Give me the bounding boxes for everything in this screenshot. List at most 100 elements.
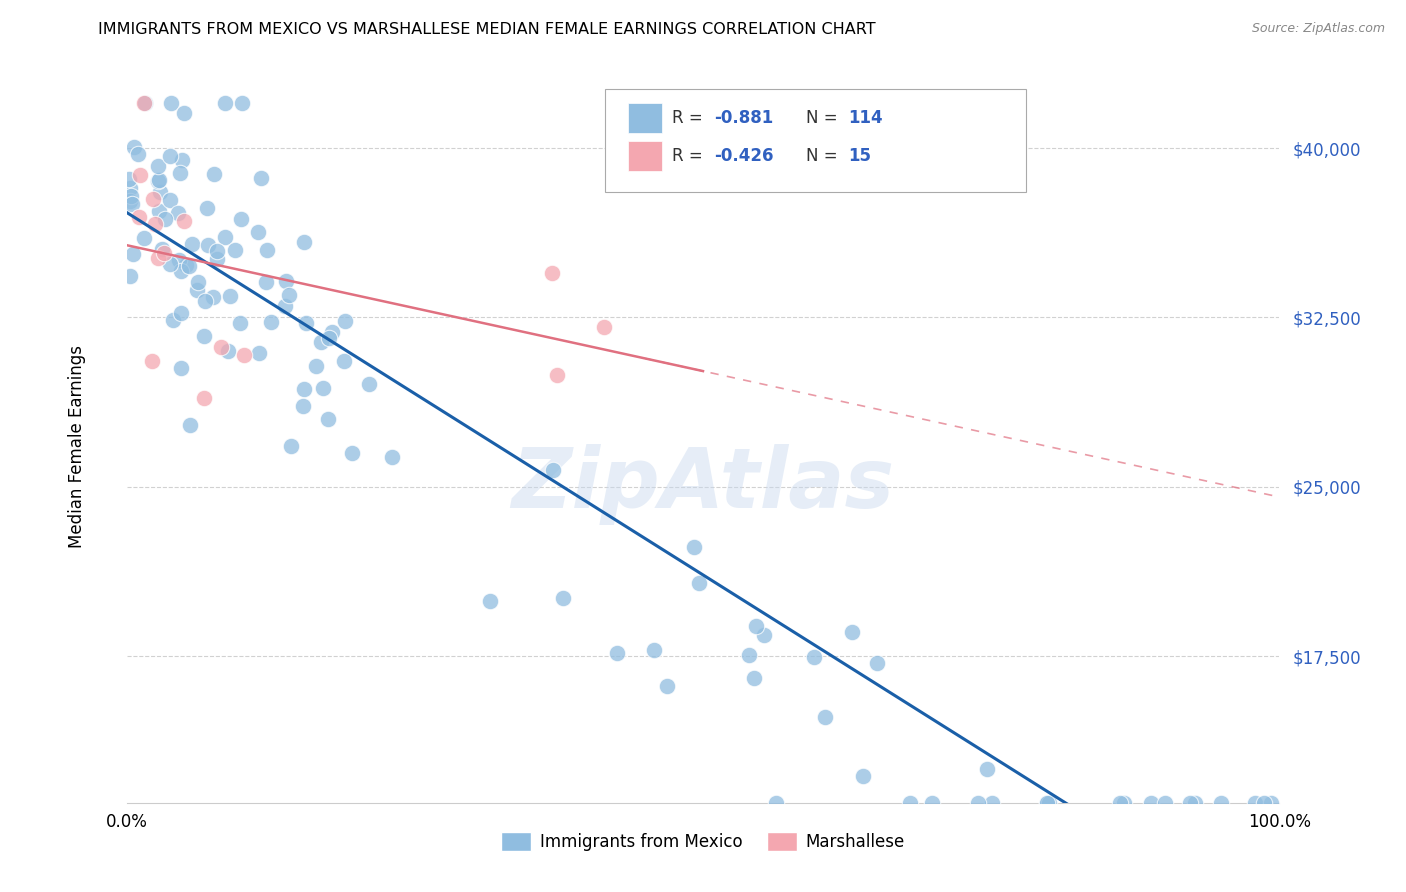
Point [657,680,679,694]
Point [148,172,170,186]
Point [179,260,201,274]
Point [231,95,253,110]
Point [148,204,170,219]
Point [217,343,239,358]
Point [738,648,761,662]
Point [122,140,145,154]
Point [333,354,356,368]
Point [166,206,188,220]
Text: N =: N = [806,109,842,127]
Text: -0.881: -0.881 [714,109,773,127]
Point [683,540,706,554]
Point [179,417,201,432]
Point [173,105,195,120]
Text: IMMIGRANTS FROM MEXICO VS MARSHALLESE MEDIAN FEMALE EARNINGS CORRELATION CHART: IMMIGRANTS FROM MEXICO VS MARSHALLESE ME… [98,22,876,37]
Point [976,762,998,776]
Point [214,229,236,244]
Point [132,231,155,245]
Point [149,185,172,199]
Point [193,391,215,405]
Point [173,214,195,228]
Text: 114: 114 [848,109,883,127]
Point [134,95,156,110]
Point [606,646,628,660]
Point [214,95,236,110]
Point [852,769,875,783]
Text: R =: R = [672,147,709,165]
Point [551,591,574,606]
Point [134,95,156,110]
Point [1036,796,1059,810]
Text: R =: R = [672,109,709,127]
Point [292,382,315,396]
Point [118,172,141,186]
Point [752,628,775,642]
Point [187,275,209,289]
Point [159,257,181,271]
Point [150,243,173,257]
Point [1153,796,1175,810]
Point [814,710,837,724]
Point [318,330,340,344]
Point [541,266,564,280]
Point [312,381,335,395]
Point [1139,796,1161,810]
Text: 15: 15 [848,147,870,165]
Text: N =: N = [806,147,842,165]
Point [1109,796,1132,810]
Point [643,642,665,657]
Point [186,283,208,297]
Point [142,192,165,206]
Point [229,212,252,227]
Point [193,293,215,308]
Point [316,411,339,425]
Point [745,619,768,633]
Point [205,244,228,259]
Point [128,211,150,225]
Point [247,345,270,359]
Point [153,246,176,260]
Point [146,251,169,265]
Point [120,181,142,195]
Point [181,237,204,252]
Point [274,299,297,313]
Legend: Immigrants from Mexico, Marshallese: Immigrants from Mexico, Marshallese [494,823,912,860]
Point [295,317,318,331]
Point [254,275,277,289]
Point [260,315,283,329]
Point [765,796,787,810]
Point [170,153,193,167]
Point [1260,796,1282,810]
Point [1253,796,1275,810]
Point [921,796,943,810]
Point [121,247,143,261]
Point [1244,796,1267,810]
Point [193,329,215,343]
Point [898,796,921,810]
Text: ZipAtlas: ZipAtlas [512,444,894,525]
Point [224,243,246,257]
Point [311,334,333,349]
Point [966,796,988,810]
Point [1178,796,1201,810]
Point [169,360,191,375]
Point [1038,796,1060,810]
Point [146,159,169,173]
Point [233,348,256,362]
Point [121,197,143,211]
Point [342,446,364,460]
Point [159,149,181,163]
Point [291,399,314,413]
Point [278,287,301,301]
Point [292,235,315,249]
Point [159,194,181,208]
Point [170,264,193,278]
Point [146,174,169,188]
Point [197,237,219,252]
Point [159,95,181,110]
Point [170,305,193,319]
Point [541,463,564,477]
Point [841,624,863,639]
Point [744,671,766,685]
Point [357,376,380,391]
